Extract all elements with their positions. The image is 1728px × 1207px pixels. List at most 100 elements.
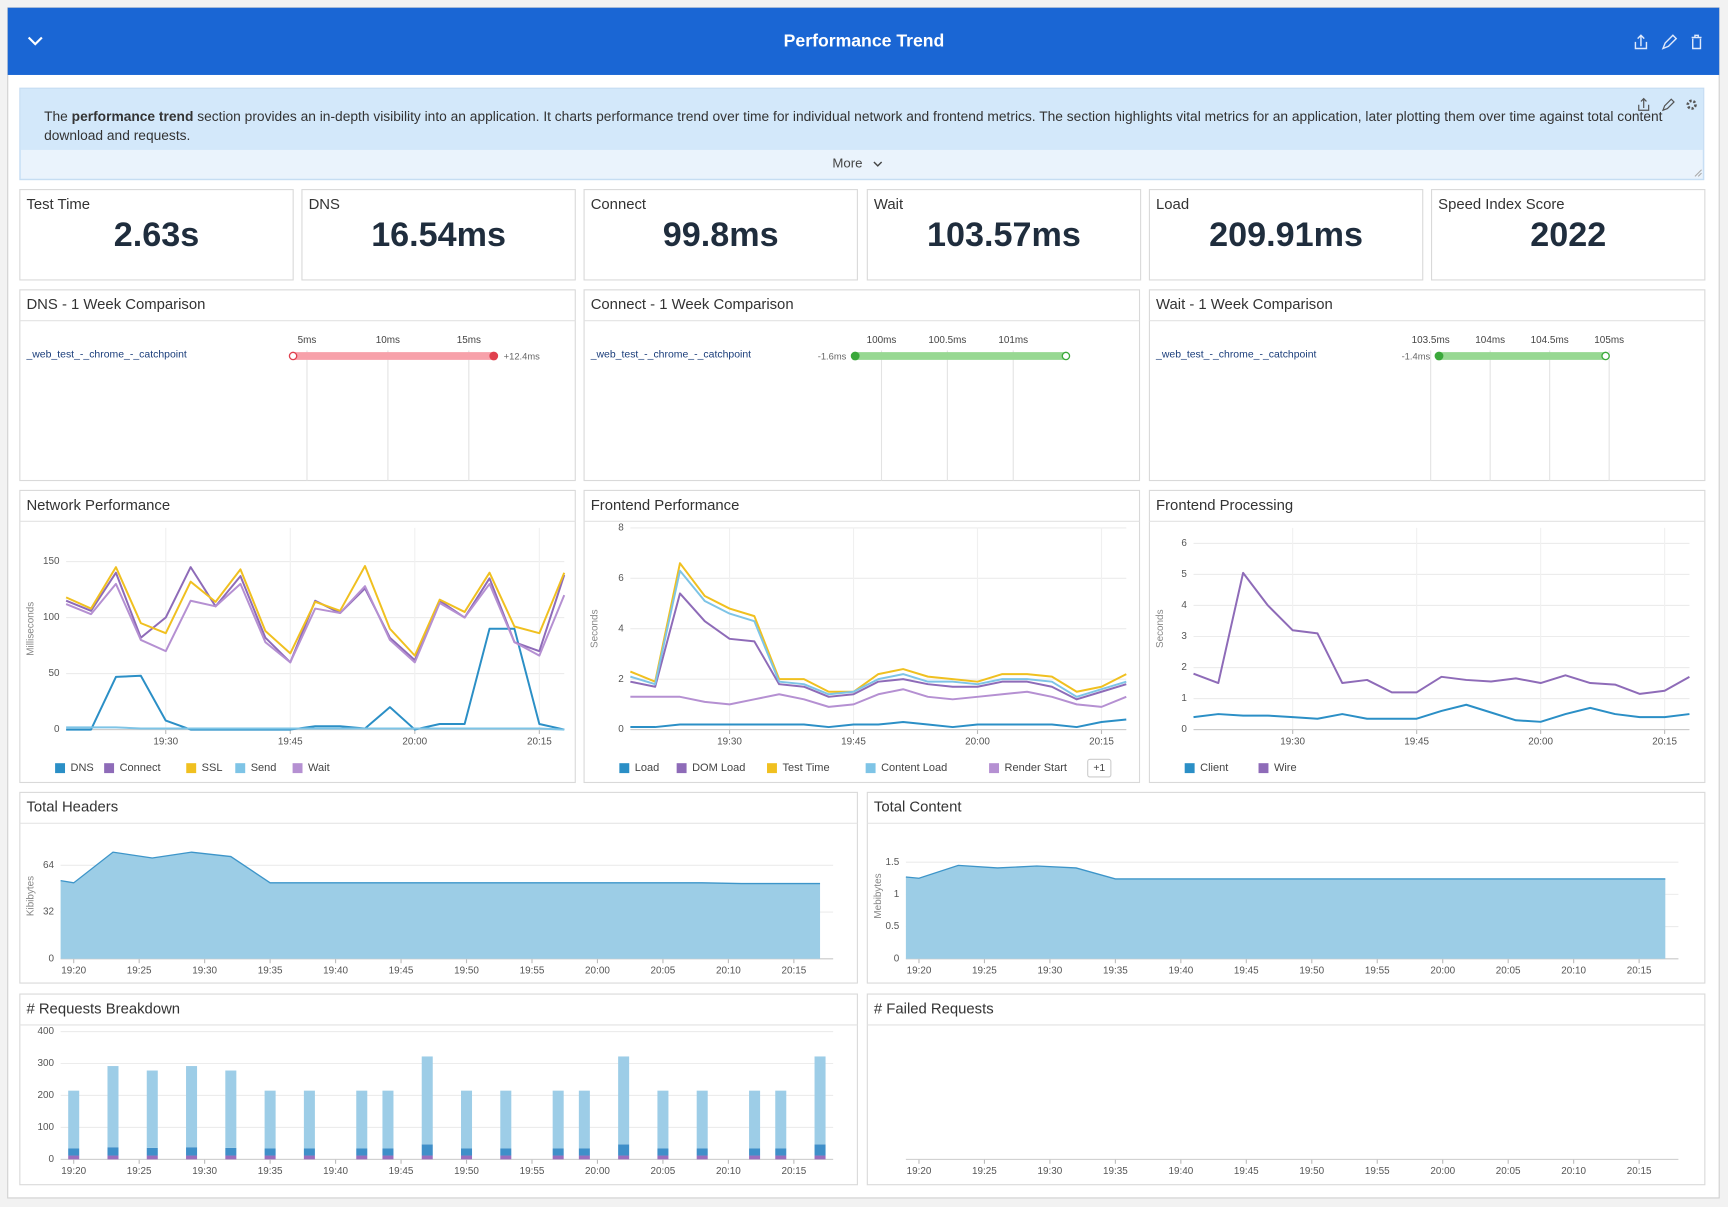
x-tick-label: 19:30	[192, 1166, 217, 1177]
bar-segment	[186, 1066, 198, 1148]
y-tick-label: 200	[37, 1090, 54, 1101]
series-line	[1193, 571, 1690, 695]
delta-label: +12.4ms	[504, 352, 540, 362]
edit-icon[interactable]	[1661, 34, 1678, 50]
panel	[1148, 289, 1706, 482]
legend-label: Test Time	[782, 762, 829, 774]
share-icon[interactable]	[1638, 97, 1650, 111]
bar-segment	[303, 1090, 315, 1149]
previous-marker	[1601, 351, 1610, 361]
y-tick-label: 2	[1181, 662, 1187, 673]
legend-more: +1	[1093, 763, 1105, 774]
kpi-label: DNS	[309, 197, 340, 213]
series-name: _web_test_-_chrome_-_catchpoint	[1155, 350, 1316, 361]
settings-icon[interactable]	[1686, 99, 1697, 110]
collapse-button[interactable]	[27, 36, 43, 46]
series-line	[630, 718, 1127, 729]
x-tick-label: 20:00	[1430, 966, 1455, 977]
y-tick-label: 1.5	[885, 857, 899, 868]
kpi-tile	[1431, 189, 1706, 281]
series-line	[630, 592, 1127, 701]
y-tick-label: 0	[1181, 724, 1187, 735]
kpi-value: 209.91ms	[1209, 216, 1363, 254]
bar-segment	[68, 1090, 80, 1149]
x-tick-label: 19:25	[972, 1166, 997, 1177]
bar-segment	[775, 1148, 787, 1156]
x-tick-label: 20:15	[781, 1166, 806, 1177]
bar-segment	[356, 1148, 368, 1156]
legend-swatch	[104, 763, 115, 774]
panel-title: Network Performance	[26, 498, 170, 514]
x-tick-label: 19:20	[907, 1166, 932, 1177]
x-tick-label: 19:45	[389, 966, 414, 977]
current-marker	[850, 351, 860, 361]
bar-segment	[461, 1155, 473, 1160]
legend-label: Content Load	[881, 762, 947, 774]
x-tick-label: 15ms	[457, 335, 481, 346]
legend-label: Render Start	[1005, 762, 1067, 774]
y-tick-label: 8	[618, 523, 624, 534]
x-tick-label: 20:10	[1561, 1166, 1586, 1177]
more-button[interactable]: More	[832, 156, 862, 171]
y-tick-label: 32	[43, 907, 55, 918]
x-tick-label: 20:05	[1496, 1166, 1521, 1177]
panel-title: DNS - 1 Week Comparison	[26, 297, 205, 313]
x-tick-label: 19:35	[258, 1166, 283, 1177]
y-tick-label: 300	[37, 1058, 54, 1069]
series-line	[630, 688, 1127, 708]
bar-segment	[578, 1148, 590, 1156]
x-tick-label: 19:40	[1168, 966, 1193, 977]
bar-segment	[225, 1070, 237, 1148]
x-tick-label: 19:35	[258, 966, 283, 977]
x-tick-label: 101ms	[998, 335, 1028, 346]
x-tick-label: 20:10	[1561, 966, 1586, 977]
bar-segment	[657, 1155, 669, 1160]
x-tick-label: 104ms	[1475, 335, 1505, 346]
edit-icon[interactable]	[1661, 98, 1675, 112]
panel	[19, 993, 858, 1186]
legend-swatch	[186, 763, 197, 774]
y-axis-title: Mebibytes	[873, 873, 884, 918]
description-text: The performance trend section provides a…	[44, 108, 1688, 145]
legend-swatch	[55, 763, 66, 774]
x-tick-label: 19:45	[1234, 966, 1259, 977]
bar-segment	[749, 1148, 761, 1156]
bar-segment	[657, 1148, 669, 1156]
x-tick-label: 20:00	[1528, 736, 1553, 747]
delta-label: -1.6ms	[818, 352, 847, 362]
x-tick-label: 20:15	[1627, 1166, 1652, 1177]
bar-segment	[578, 1155, 590, 1160]
x-tick-label: 20:00	[585, 966, 610, 977]
y-tick-label: 6	[618, 573, 624, 584]
bar-segment	[461, 1148, 473, 1156]
bar-segment	[814, 1144, 826, 1156]
y-tick-label: 0.5	[885, 921, 899, 932]
bar-segment	[146, 1070, 158, 1148]
bar-segment	[225, 1147, 237, 1156]
y-tick-label: 6	[1181, 538, 1187, 549]
x-tick-label: 20:15	[781, 966, 806, 977]
share-icon[interactable]	[1634, 34, 1648, 50]
description-lead: The	[44, 109, 72, 125]
y-tick-label: 0	[48, 1154, 54, 1165]
y-tick-label: 2	[618, 674, 624, 685]
more-chevron[interactable]	[873, 161, 883, 167]
x-tick-label: 20:10	[716, 1166, 741, 1177]
bar-segment	[749, 1090, 761, 1149]
panel	[19, 289, 576, 482]
area-fill	[60, 852, 821, 959]
bar-segment	[68, 1148, 80, 1156]
y-tick-label: 1	[1181, 693, 1187, 704]
bar-segment	[500, 1155, 512, 1160]
bar-segment	[696, 1155, 708, 1160]
bar-segment	[500, 1090, 512, 1149]
delete-icon[interactable]	[1691, 34, 1702, 50]
x-tick-label: 19:30	[1038, 1166, 1063, 1177]
bar-segment	[264, 1090, 276, 1149]
legend-swatch	[1258, 763, 1269, 774]
legend-swatch	[865, 763, 876, 774]
y-tick-label: 0	[48, 953, 54, 964]
x-tick-label: 19:20	[907, 966, 932, 977]
